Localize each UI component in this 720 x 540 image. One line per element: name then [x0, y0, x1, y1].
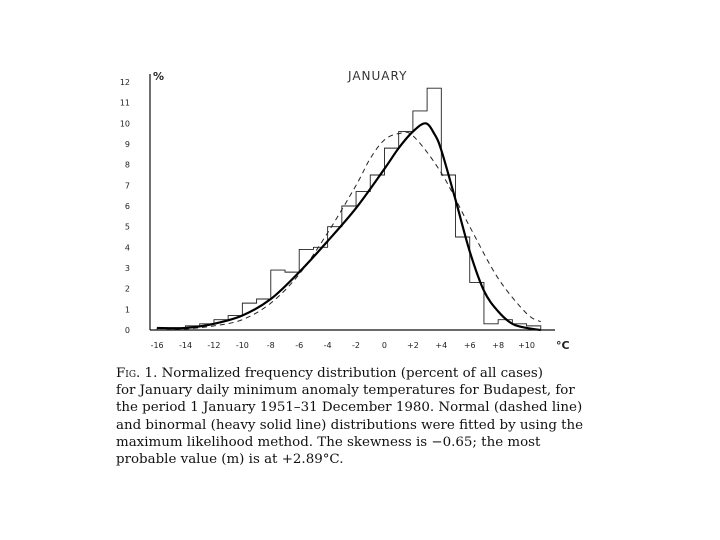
- chart-title: JANUARY: [347, 69, 407, 83]
- caption-text: the period 1 January 1951–31 December 19…: [116, 400, 583, 416]
- caption-fig-label: Fig: [116, 366, 137, 381]
- y-tick-label: 11: [120, 99, 130, 108]
- histogram-outline: [156, 87, 542, 330]
- y-tick-label: 10: [120, 119, 130, 128]
- y-tick-label: 1: [125, 305, 130, 314]
- y-tick-label: 5: [125, 223, 130, 232]
- caption-line: probable value (m) is at +2.89°C.: [116, 451, 588, 468]
- y-tick-label: 3: [125, 264, 130, 273]
- caption-line: and binormal (heavy solid line) distribu…: [116, 417, 588, 434]
- y-tick-label: 8: [125, 161, 130, 170]
- caption-line: for January daily minimum anomaly temper…: [116, 382, 588, 399]
- caption-line: maximum likelihood method. The skewness …: [116, 434, 588, 451]
- x-tick-label: 0: [382, 341, 387, 350]
- binormal-curve-solid: [157, 122, 541, 332]
- caption-text: for January daily minimum anomaly temper…: [116, 383, 575, 399]
- y-tick-label: 12: [120, 78, 130, 87]
- figure-caption: Fig. 1. Normalized frequency distributio…: [116, 365, 588, 468]
- y-axis-label: %: [153, 70, 164, 83]
- y-tick-label: 0: [125, 326, 130, 335]
- y-tick-label: 6: [125, 202, 130, 211]
- x-tick-label: +10: [518, 341, 535, 350]
- x-tick-label: -12: [207, 341, 220, 350]
- x-tick-label: +8: [492, 341, 504, 350]
- y-tick-label: 4: [125, 243, 130, 252]
- caption-text: and binormal (heavy solid line) distribu…: [116, 417, 584, 433]
- x-tick-label: +2: [407, 341, 419, 350]
- caption-line: Fig. 1. Normalized frequency distributio…: [116, 365, 588, 382]
- x-tick-label: -10: [236, 341, 249, 350]
- y-tick-label: 7: [125, 181, 130, 190]
- chart: -16 -14 -12 -10 -8 -6 -4 -2 0 +2 +4 +6 +8 +1001234567…: [120, 69, 570, 352]
- y-tick-label: 2: [125, 285, 130, 294]
- caption-text: . 1. Normalized frequency distribution (…: [136, 366, 544, 381]
- x-tick-label: -6: [295, 341, 303, 350]
- caption-text: probable value (m) is at +2.89°C.: [116, 452, 344, 468]
- x-tick-label: -4: [324, 341, 332, 350]
- x-axis-label: °C: [556, 339, 570, 352]
- caption-line: the period 1 January 1951–31 December 19…: [116, 399, 588, 416]
- x-tick-label: +6: [464, 341, 476, 350]
- y-tick-label: 9: [125, 140, 130, 149]
- caption-text: maximum likelihood method. The skewness …: [116, 434, 541, 450]
- x-tick-label: -16: [151, 341, 164, 350]
- x-tick-label: +4: [435, 341, 447, 350]
- normal-curve-dashed: [157, 131, 542, 331]
- x-tick-label: -2: [352, 341, 360, 350]
- x-tick-label: -8: [267, 341, 275, 350]
- x-tick-label: -14: [179, 341, 192, 350]
- figure: -16 -14 -12 -10 -8 -6 -4 -2 0 +2 +4 +6 +8 +10 0 1 2 3 4 5 6 7…: [120, 69, 570, 352]
